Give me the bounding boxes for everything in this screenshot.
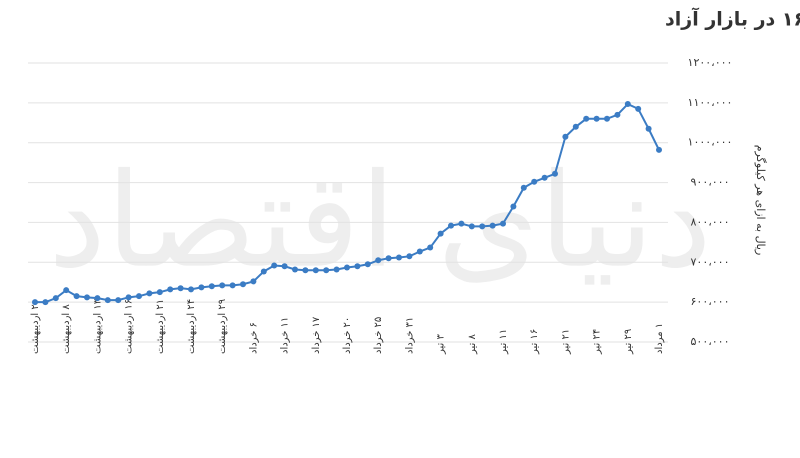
x-tick-label: ۳۱ خرداد	[404, 317, 415, 354]
point	[240, 281, 246, 288]
x-tick-label: ۲۴ اردیبهشت	[186, 299, 197, 354]
x-tick-label: ۱۱ خرداد	[280, 317, 291, 354]
point	[541, 174, 548, 181]
point	[656, 146, 662, 153]
x-tick-label: ۱۷ خرداد	[311, 316, 322, 354]
point	[312, 267, 319, 274]
x-tick-label: ۱ مرداد	[654, 323, 665, 354]
point	[354, 263, 361, 270]
point	[552, 170, 558, 177]
y-tick-label: ۵۰۰،۰۰۰	[691, 335, 730, 348]
point	[188, 286, 194, 293]
point	[479, 223, 486, 230]
x-tick-label: ۲۴ تیر	[592, 329, 603, 355]
point	[63, 287, 70, 294]
y-tick-label: ۷۰۰،۰۰۰	[691, 255, 730, 268]
chart-title: نوسان بهای هر کیلوگرم میلگرد سایز ۱۶ در …	[665, 7, 800, 31]
y-tick-label: ۹۰۰،۰۰۰	[691, 176, 730, 189]
point	[416, 248, 423, 255]
point	[458, 220, 465, 227]
point	[156, 289, 163, 296]
point	[271, 262, 278, 269]
point	[292, 266, 298, 273]
point	[396, 254, 402, 261]
x-tick-label: ۱۶ اردیبهشت	[124, 299, 135, 354]
point	[572, 123, 579, 130]
point	[115, 297, 122, 304]
point	[344, 264, 350, 271]
point	[604, 115, 610, 122]
x-tick-label: ۲ اردیبهشت	[30, 304, 41, 354]
point	[448, 222, 454, 229]
point	[645, 125, 652, 132]
point	[323, 267, 330, 274]
point	[531, 178, 538, 185]
point	[500, 220, 506, 227]
point	[94, 295, 101, 302]
x-tick-label: ۲۵ خرداد	[373, 317, 384, 354]
point	[614, 111, 621, 118]
point	[146, 290, 153, 297]
x-tick-label: ۸ اردیبهشت	[61, 304, 72, 354]
x-tick-label: ۳ تیر	[436, 334, 447, 356]
point	[427, 244, 434, 251]
point	[260, 268, 267, 275]
point	[562, 133, 569, 140]
y-tick-label: ۱۱۰۰،۰۰۰	[688, 96, 733, 109]
x-tick-label: ۲۱ تیر	[560, 329, 571, 355]
x-tick-label: ۲۹ تیر	[623, 329, 634, 355]
point	[125, 294, 132, 301]
point	[84, 294, 90, 301]
y-tick-label: ۶۰۰،۰۰۰	[691, 295, 730, 308]
point	[229, 282, 236, 289]
x-tick-label: ۶ خرداد	[248, 322, 259, 354]
point	[385, 255, 392, 262]
point	[510, 203, 517, 210]
y-tick-label: ۱۲۰۰،۰۰۰	[688, 56, 733, 69]
point	[593, 115, 600, 122]
point	[406, 253, 413, 260]
x-tick-label: ۱۳ اردیبهشت	[92, 298, 103, 354]
point	[136, 293, 142, 300]
point	[302, 267, 309, 274]
y-tick-label: ۱۰۰۰،۰۰۰	[688, 136, 733, 149]
point	[208, 283, 215, 290]
x-tick-label: ۲۱ اردیبهشت	[155, 299, 166, 354]
x-tick-label: ۲۰ خرداد	[342, 317, 353, 354]
x-tick-label: ۱۶ تیر	[529, 329, 540, 355]
x-tick-label: ۸ تیر	[467, 334, 478, 356]
point	[32, 299, 38, 306]
x-tick-label: ۱۱ تیر	[498, 329, 509, 355]
point	[364, 261, 371, 268]
point	[281, 263, 288, 270]
point	[198, 284, 205, 291]
point	[250, 278, 257, 285]
point	[437, 230, 444, 237]
point	[624, 101, 631, 108]
point	[104, 297, 111, 304]
point	[635, 105, 642, 112]
y-axis-title: ریال به ازای هر کیلوگرم	[754, 145, 767, 256]
point	[219, 282, 226, 289]
point	[375, 257, 382, 264]
point	[52, 295, 59, 302]
watermark: دنیای اقتصاد	[48, 145, 712, 297]
point	[333, 266, 340, 273]
point	[177, 285, 184, 292]
point	[520, 184, 527, 191]
x-tick-label: ۲۹ اردیبهشت	[217, 299, 228, 354]
point	[468, 223, 475, 230]
point	[489, 222, 496, 229]
point	[42, 299, 49, 306]
point	[583, 115, 590, 122]
point	[167, 286, 174, 293]
y-tick-label: ۸۰۰،۰۰۰	[691, 215, 730, 228]
point	[73, 293, 80, 300]
